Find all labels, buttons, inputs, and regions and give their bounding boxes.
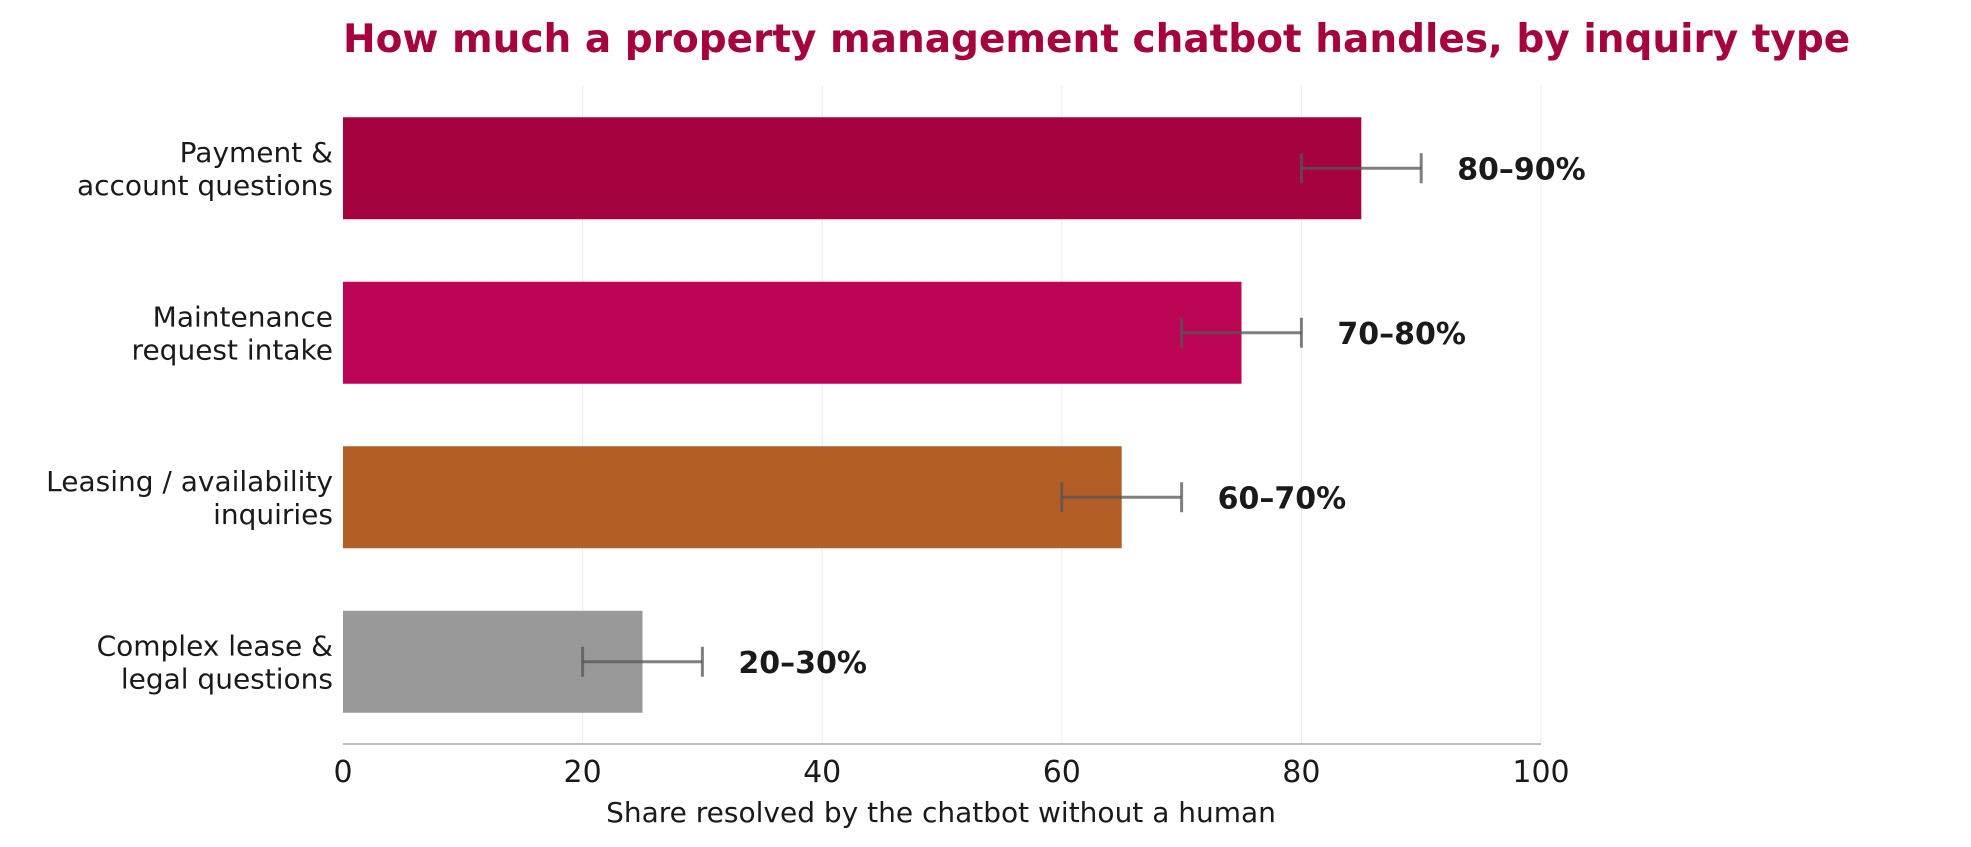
category-label: account questions: [77, 169, 333, 202]
category-label: request intake: [132, 333, 333, 366]
value-label: 80–90%: [1457, 152, 1586, 187]
x-tick-label: 80: [1282, 755, 1320, 790]
x-axis-label: Share resolved by the chatbot without a …: [606, 796, 1276, 829]
bars: [343, 117, 1362, 713]
value-label: 20–30%: [738, 646, 867, 681]
category-label: Complex lease &: [97, 629, 333, 662]
x-axis-ticks: 0 20 40 60 80 100: [333, 755, 1569, 790]
chart-title: How much a property management chatbot h…: [343, 17, 1850, 62]
x-tick-label: 0: [333, 755, 352, 790]
category-labels: Payment &account questions Maintenancereq…: [46, 136, 333, 696]
x-tick-label: 20: [564, 755, 602, 790]
bar: [343, 446, 1122, 549]
error-bar: [1180, 317, 1303, 348]
category-label: inquiries: [213, 498, 333, 531]
error-bars: [581, 153, 1423, 677]
category-label: Payment &: [180, 136, 333, 169]
x-tick-label: 60: [1043, 755, 1081, 790]
x-tick-label: 40: [803, 755, 841, 790]
error-bar: [1060, 482, 1184, 513]
x-tick-label: 100: [1512, 755, 1569, 790]
category-label: Maintenance: [153, 300, 333, 333]
bar: [343, 281, 1242, 384]
error-bar: [581, 646, 704, 677]
category-label: Leasing / availability: [46, 465, 333, 498]
value-label: 60–70%: [1218, 481, 1347, 516]
value-labels: 80–90% 70–80% 60–70% 20–30%: [738, 152, 1585, 681]
error-bar: [1299, 153, 1423, 184]
bar: [343, 117, 1362, 220]
value-label: 70–80%: [1337, 317, 1466, 352]
category-label: legal questions: [121, 662, 333, 695]
